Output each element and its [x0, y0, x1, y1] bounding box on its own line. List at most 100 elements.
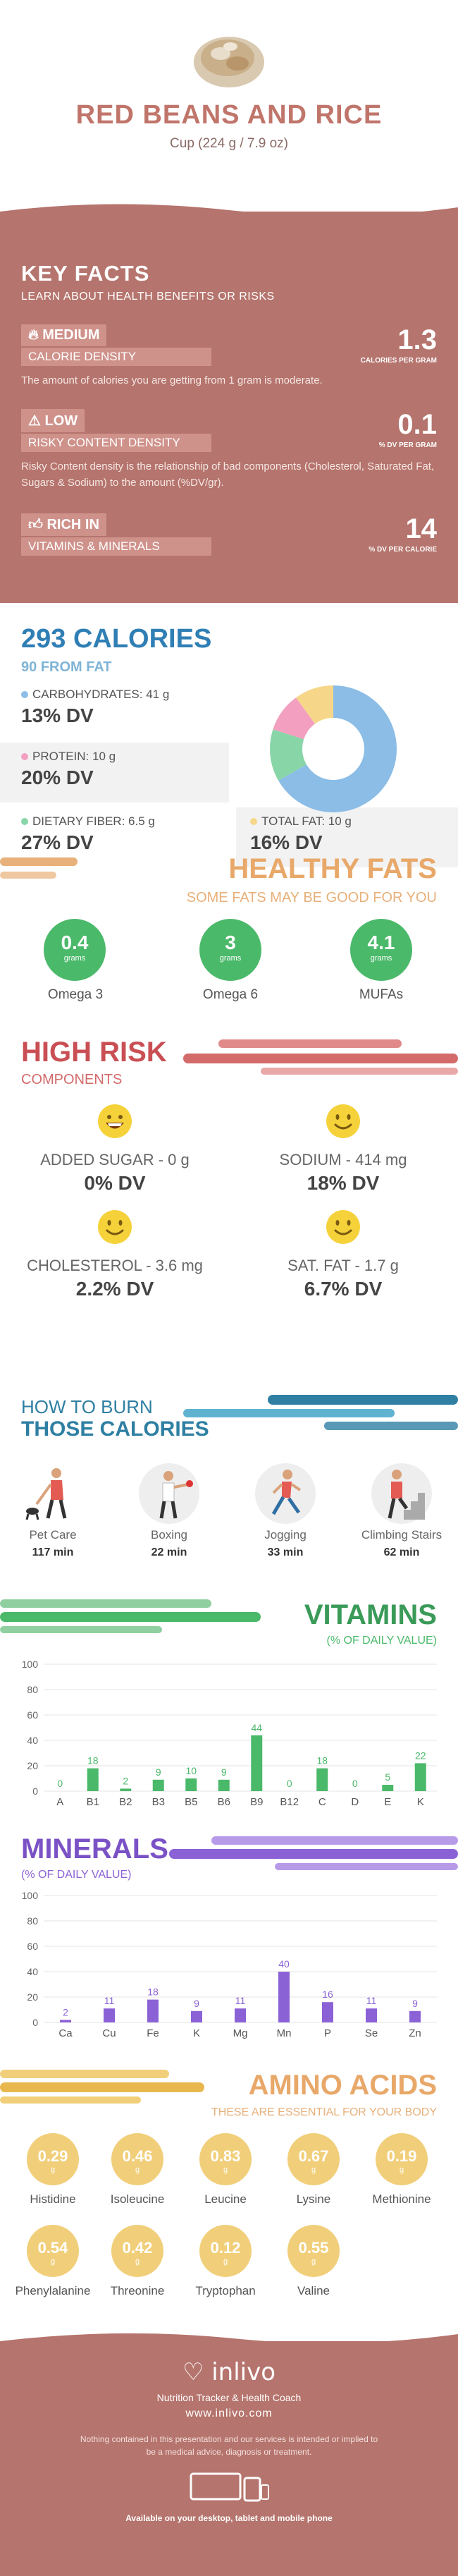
minerals-bar-chart: 0 20 40 60 80 100 2 Ca 11 Cu 18 Fe 9 K 11 Mg 40 Mn 16 P 11 Se…: [22, 1890, 437, 2039]
mufas-circle: 4.1 grams: [350, 919, 412, 981]
vitamins-xtick-label: B5: [185, 1796, 197, 1808]
amino-item-valine: 0.55 g Valine: [271, 2225, 356, 2298]
amino-value: 0.54: [37, 2239, 68, 2257]
key-facts-section: KEY FACTS LEARN ABOUT HEALTH BENEFITS OR…: [0, 204, 458, 603]
fat-band: [236, 807, 458, 867]
minerals-xtick-label: Mn: [277, 2027, 292, 2039]
carbs-stat: CARBOHYDRATES: 41 g 13% DV: [21, 688, 169, 727]
amino-circle: 0.67 g: [287, 2133, 340, 2185]
footer-wave: [0, 2333, 458, 2354]
pet-care-minutes: 117 min: [32, 1546, 74, 1558]
cholesterol-item: CHOLESTEROL - 3.6 mg 2.2% DV: [13, 1209, 217, 1300]
amino-unit: g: [223, 2166, 228, 2174]
calorie-density-value: 1.3: [397, 324, 437, 355]
minerals-bar-Cu: [104, 2008, 115, 2022]
minerals-value-label: 9: [194, 1998, 199, 2009]
omega6-circle: 3 grams: [199, 919, 261, 981]
flame-icon: 🔥︎: [28, 327, 39, 343]
boxing-item: Boxing 22 min: [123, 1463, 215, 1559]
minerals-xtick-label: Se: [365, 2027, 378, 2039]
vitamins-xtick-label: K: [417, 1796, 424, 1808]
protein-dot: [21, 753, 28, 760]
boxing-icon: [139, 1463, 199, 1524]
vitamins-ytick-label: 0: [32, 1786, 38, 1797]
amino-unit: g: [50, 2166, 56, 2174]
burn-title-1: HOW TO BURN: [21, 1396, 153, 1417]
healthy-fats-section: HEALTHY FATS SOME FATS MAY BE GOOD FOR Y…: [0, 845, 458, 1028]
vitamins-decor-bars: [0, 1599, 261, 1633]
minerals-bar-Mg: [235, 2008, 246, 2022]
cholesterol-label: CHOLESTEROL - 3.6 mg: [27, 1257, 203, 1274]
risky-content-label: RISKY CONTENT DENSITY: [21, 434, 211, 452]
vitamins-bar-B1: [87, 1768, 99, 1791]
fiber-dot: [21, 818, 28, 825]
calories-section: 293 CALORIES 90 FROM FAT CARBOHYDRATES: …: [0, 603, 458, 913]
vitamins-bar-K: [414, 1763, 426, 1791]
minerals-value-label: 11: [366, 1995, 377, 2006]
brand-tagline: Nutrition Tracker & Health Coach: [156, 2392, 302, 2403]
vitamins-value-label: 0: [352, 1778, 358, 1789]
minerals-bar-Zn: [409, 2010, 421, 2022]
risky-content-unit: % DV PER GRAM: [378, 441, 437, 449]
wave-divider: [0, 204, 458, 226]
vitamins-bar-C: [316, 1768, 328, 1791]
donut-slice-fat: [296, 685, 333, 724]
sodium-label: SODIUM - 414 mg: [279, 1151, 407, 1168]
minerals-ytick-label: 80: [27, 1915, 38, 1927]
vitamins-value-label: 0: [287, 1778, 292, 1789]
amino-name: Threonine: [110, 2284, 165, 2297]
vitamins-bar-B5: [185, 1778, 197, 1791]
calories-from-fat: 90 FROM FAT: [21, 659, 112, 675]
minerals-value-label: 18: [147, 1986, 159, 1998]
serving-size: Cup (224 g / 7.9 oz): [170, 136, 288, 151]
minerals-xtick-label: K: [193, 2027, 200, 2039]
minerals-xtick-label: Ca: [58, 2027, 73, 2039]
amino-unit: g: [311, 2166, 316, 2174]
amino-circle: 0.83 g: [199, 2133, 252, 2185]
amino-item-methionine: 0.19 g Methionine: [359, 2133, 444, 2206]
vitamins-ytick-label: 40: [27, 1735, 38, 1746]
fat-dv: 16% DV: [250, 831, 323, 853]
jogging-label: Jogging: [264, 1528, 307, 1542]
key-facts-title: KEY FACTS: [21, 261, 150, 286]
minerals-value-label: 9: [412, 1998, 418, 2009]
minerals-ytick-label: 40: [27, 1966, 38, 1977]
disclaimer: Nothing contained in this presentation a…: [80, 2434, 378, 2457]
calorie-density-level: 🔥︎ MEDIUM: [21, 324, 107, 346]
risky-content-level: ⚠ LOW: [21, 409, 85, 432]
minerals-xtick-label: Cu: [102, 2027, 116, 2039]
key-facts-subtitle: LEARN ABOUT HEALTH BENEFITS OR RISKS: [21, 291, 275, 303]
amino-name: Leucine: [204, 2192, 247, 2206]
brand-logo[interactable]: ♡ inlivo: [182, 2358, 276, 2386]
amino-unit: g: [223, 2257, 228, 2266]
amino-item-histidine: 0.29 g Histidine: [11, 2133, 95, 2206]
brand-url-link[interactable]: www.inlivo.com: [185, 2407, 273, 2419]
vitamins-xtick-label: B9: [250, 1796, 263, 1808]
minerals-ytick-label: 60: [27, 1941, 38, 1952]
jogging-item: Jogging 33 min: [240, 1463, 331, 1559]
minerals-bar-Ca: [60, 2020, 71, 2022]
burn-decor-bars: [183, 1395, 458, 1430]
vitamins-xtick-label: C: [318, 1796, 326, 1808]
high-risk-subtitle: COMPONENTS: [21, 1072, 123, 1087]
calories-title: 293 CALORIES: [21, 624, 212, 654]
amino-circle: 0.46 g: [111, 2133, 163, 2185]
climbing-stairs-minutes: 62 min: [383, 1546, 420, 1558]
amino-circle: 0.29 g: [27, 2133, 79, 2185]
protein-label: PROTEIN: 10 g: [32, 750, 116, 763]
sat-fat-label: SAT. FAT - 1.7 g: [287, 1257, 399, 1274]
mufas-label: MUFAs: [359, 987, 404, 1002]
jogging-minutes: 33 min: [267, 1546, 304, 1558]
amino-name: Methionine: [372, 2192, 431, 2206]
amino-item-tryptophan: 0.12 g Tryptophan: [183, 2225, 268, 2298]
minerals-value-label: 2: [63, 2006, 68, 2018]
vitamins-xtick-label: D: [351, 1796, 359, 1808]
calorie-density-row: 🔥︎ MEDIUM CALORIE DENSITY 1.3 CALORIES P…: [21, 324, 437, 389]
minerals-value-label: 11: [235, 1995, 246, 2006]
added-sugar-label: ADDED SUGAR - 0 g: [40, 1151, 190, 1168]
amino-title: AMINO ACIDS: [248, 2070, 437, 2101]
pet-care-label: Pet Care: [29, 1528, 77, 1542]
omega6-value: 3: [225, 932, 236, 953]
minerals-bar-P: [322, 2002, 333, 2022]
omega6-unit: grams: [219, 954, 242, 963]
